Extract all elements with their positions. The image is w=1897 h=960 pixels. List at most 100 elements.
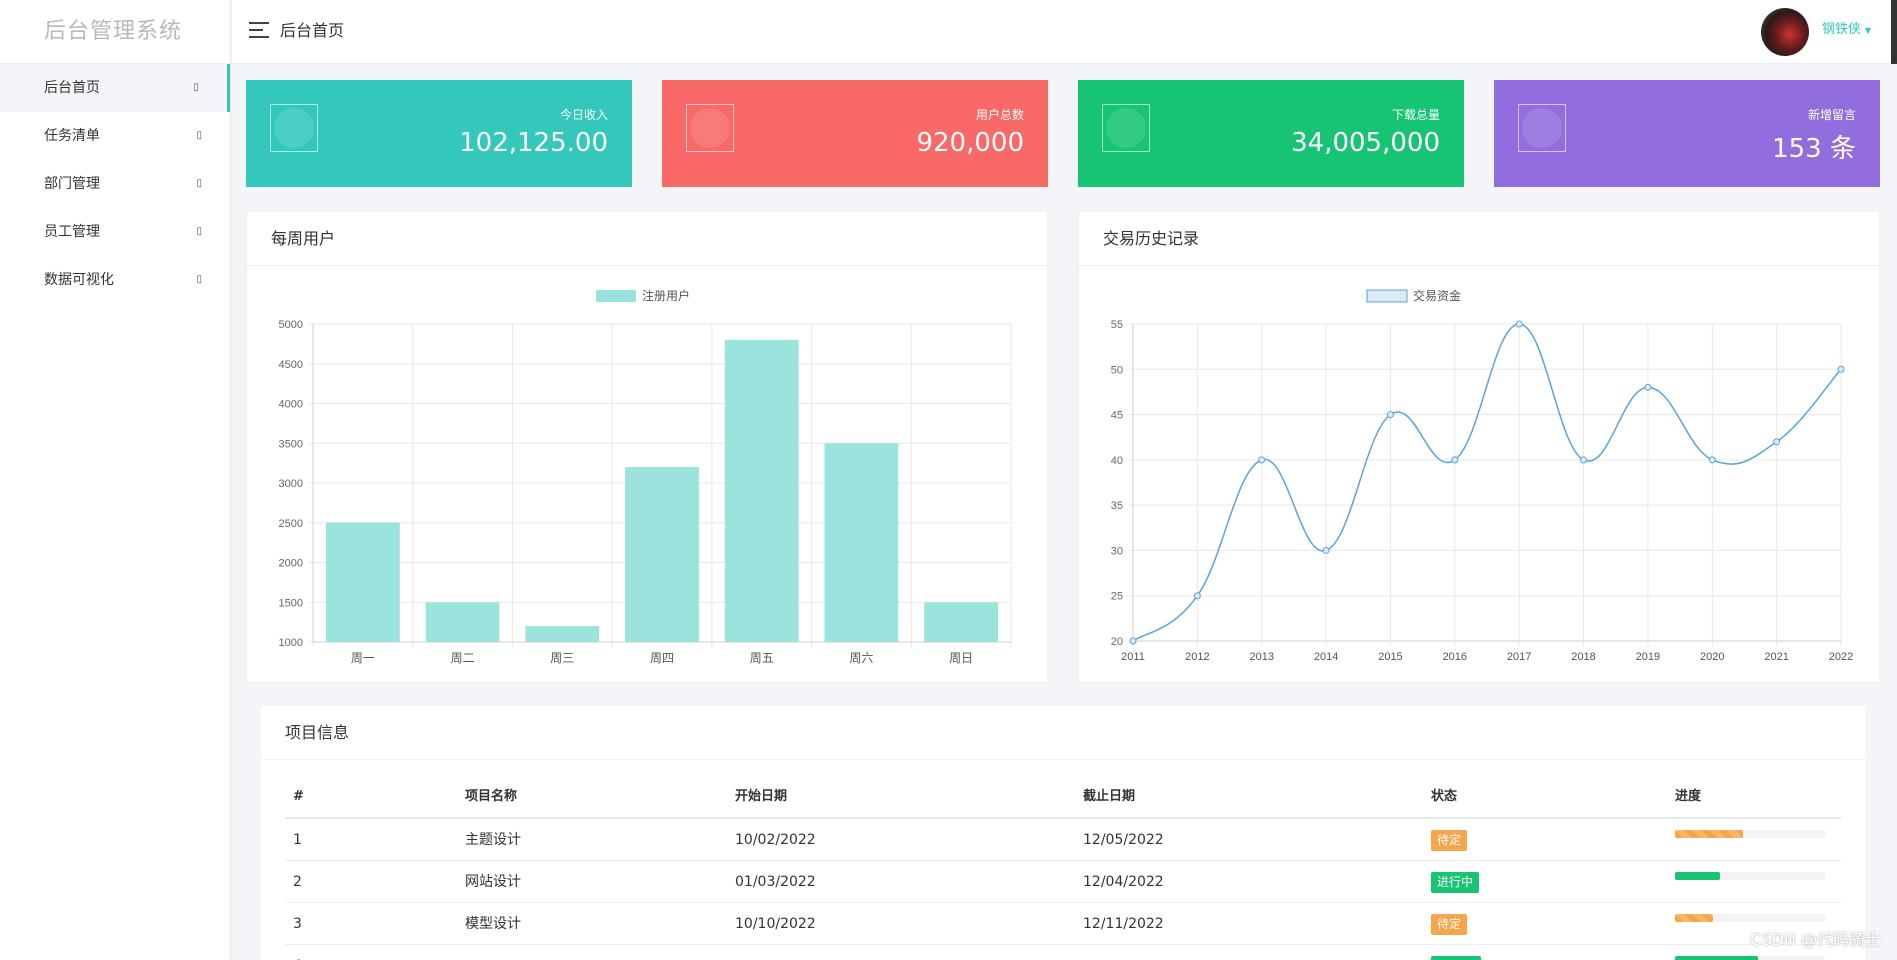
x-tick-label: 2020 bbox=[1700, 651, 1724, 663]
sidebar-item-label: 后台首页 bbox=[44, 80, 100, 96]
hamburger-menu-icon[interactable] bbox=[249, 22, 269, 38]
sidebar-item-label: 任务清单 bbox=[44, 128, 100, 144]
watermark: CSDN @代码骑士 bbox=[1750, 930, 1881, 949]
panel-title: 每周用户 bbox=[247, 212, 1047, 266]
sidebar-item-label: 数据可视化 bbox=[44, 272, 114, 288]
table-cell: 主题设计 bbox=[465, 832, 521, 848]
stat-card-users: 用户总数 920,000 bbox=[662, 80, 1048, 187]
stat-label: 下载总量 bbox=[1391, 108, 1440, 122]
x-tick-label: 2017 bbox=[1507, 651, 1531, 663]
data-point bbox=[1258, 456, 1266, 464]
bar bbox=[924, 602, 999, 642]
bar bbox=[824, 443, 899, 642]
broken-image-icon bbox=[1102, 104, 1150, 152]
expand-icon: ▯ bbox=[196, 274, 202, 285]
table-cell: 网站设计 bbox=[465, 874, 521, 890]
sidebar-item-data-visualization[interactable]: 数据可视化 ▯ bbox=[0, 256, 230, 304]
scrollbar[interactable] bbox=[1891, 0, 1897, 64]
progress-fill bbox=[1675, 956, 1758, 960]
x-tick-label: 2022 bbox=[1829, 651, 1853, 663]
column-header: 开始日期 bbox=[735, 789, 788, 804]
table-cell: 1 bbox=[293, 832, 302, 848]
x-tick-label: 2015 bbox=[1378, 651, 1402, 663]
table-row[interactable]: 2 网站设计 01/03/2022 12/04/2022 进行中 bbox=[285, 861, 1841, 903]
x-tick-label: 2012 bbox=[1185, 651, 1209, 663]
stat-value: 920,000 bbox=[916, 128, 1024, 158]
sidebar-item-home[interactable]: 后台首页 ▯ bbox=[0, 64, 230, 112]
table-cell: 12/11/2022 bbox=[1083, 916, 1164, 932]
x-tick-label: 周日 bbox=[949, 651, 973, 665]
status-badge bbox=[1431, 956, 1481, 960]
column-header: 状态 bbox=[1431, 789, 1458, 804]
status-badge: 待定 bbox=[1431, 914, 1468, 935]
user-name: 钢铁侠 bbox=[1822, 22, 1862, 37]
y-tick-label: 1000 bbox=[279, 637, 303, 649]
x-tick-label: 2018 bbox=[1571, 651, 1595, 663]
x-tick-label: 2019 bbox=[1636, 651, 1660, 663]
y-tick-label: 3500 bbox=[279, 438, 303, 450]
transaction-history-panel: 交易历史记录 20 25 30 35 40 45 50 55 2011 2012 2013 2014 2… bbox=[1078, 211, 1880, 683]
sidebar-item-tasks[interactable]: 任务清单 ▯ bbox=[0, 112, 230, 160]
expand-icon: ▯ bbox=[196, 178, 202, 189]
bar bbox=[625, 467, 699, 642]
y-tick-label: 5000 bbox=[279, 319, 303, 331]
y-tick-label: 35 bbox=[1111, 500, 1123, 512]
x-tick-label: 周一 bbox=[351, 651, 375, 665]
sidebar-item-employees[interactable]: 员工管理 ▯ bbox=[0, 208, 230, 256]
table-row[interactable]: 4 bbox=[285, 945, 1841, 960]
table-cell: 10/02/2022 bbox=[735, 832, 816, 848]
table-cell: 01/03/2022 bbox=[735, 874, 816, 890]
bar bbox=[325, 522, 400, 642]
sidebar-item-label: 部门管理 bbox=[44, 176, 100, 192]
sidebar-item-label: 员工管理 bbox=[44, 224, 100, 240]
data-point bbox=[1773, 438, 1781, 446]
top-header: 后台首页 钢铁侠 ▼ bbox=[232, 0, 1897, 64]
weekly-users-chart: 1000 1500 2000 2500 3000 3500 4000 4500 5000 周一 周二… bbox=[279, 288, 1012, 665]
expand-icon: ▯ bbox=[193, 82, 199, 93]
table-cell: 2 bbox=[293, 874, 302, 890]
table-cell: 模型设计 bbox=[465, 916, 521, 932]
table-cell: 4 bbox=[293, 945, 302, 960]
stat-label: 新增留言 bbox=[1807, 108, 1856, 122]
broken-image-icon bbox=[1518, 104, 1566, 152]
progress-bar bbox=[1675, 956, 1825, 960]
sidebar-item-departments[interactable]: 部门管理 ▯ bbox=[0, 160, 230, 208]
table-header-row: # 项目名称 开始日期 截止日期 状态 进度 bbox=[285, 776, 1841, 819]
x-tick-label: 周五 bbox=[750, 651, 774, 665]
y-tick-label: 2500 bbox=[279, 518, 303, 530]
x-tick-label: 周四 bbox=[650, 651, 674, 665]
data-point bbox=[1322, 546, 1330, 554]
expand-icon: ▯ bbox=[196, 130, 202, 141]
column-header: 截止日期 bbox=[1083, 789, 1136, 804]
table-row[interactable]: 3 模型设计 10/10/2022 12/11/2022 待定 bbox=[285, 903, 1841, 945]
y-tick-label: 45 bbox=[1111, 410, 1123, 422]
stat-value: 102,125.00 bbox=[459, 128, 608, 158]
x-tick-label: 2013 bbox=[1249, 651, 1273, 663]
bar bbox=[525, 626, 600, 642]
progress-bar bbox=[1675, 872, 1825, 880]
legend-swatch bbox=[1366, 289, 1408, 303]
data-point bbox=[1515, 320, 1523, 328]
user-menu[interactable]: 钢铁侠 ▼ bbox=[1822, 0, 1871, 61]
y-tick-label: 20 bbox=[1111, 636, 1123, 648]
column-header: # bbox=[293, 789, 304, 804]
chevron-down-icon: ▼ bbox=[1865, 26, 1872, 35]
table-cell: 12/04/2022 bbox=[1083, 874, 1164, 890]
table-row[interactable]: 1 主题设计 10/02/2022 12/05/2022 待定 bbox=[285, 819, 1841, 861]
panel-title: 交易历史记录 bbox=[1079, 212, 1879, 266]
stat-value: 34,005,000 bbox=[1291, 128, 1440, 158]
bar bbox=[724, 339, 799, 642]
progress-bar bbox=[1675, 830, 1825, 838]
data-point bbox=[1580, 456, 1588, 464]
x-tick-label: 2016 bbox=[1443, 651, 1467, 663]
progress-bar bbox=[1675, 914, 1825, 922]
x-tick-label: 周二 bbox=[451, 651, 475, 665]
y-tick-label: 25 bbox=[1111, 591, 1123, 603]
data-point bbox=[1644, 383, 1652, 391]
table-cell: 10/10/2022 bbox=[735, 916, 816, 932]
progress-fill bbox=[1675, 830, 1743, 838]
progress-fill bbox=[1675, 914, 1713, 922]
data-point bbox=[1451, 456, 1459, 464]
y-tick-label: 2000 bbox=[279, 558, 303, 570]
avatar[interactable] bbox=[1761, 8, 1809, 56]
